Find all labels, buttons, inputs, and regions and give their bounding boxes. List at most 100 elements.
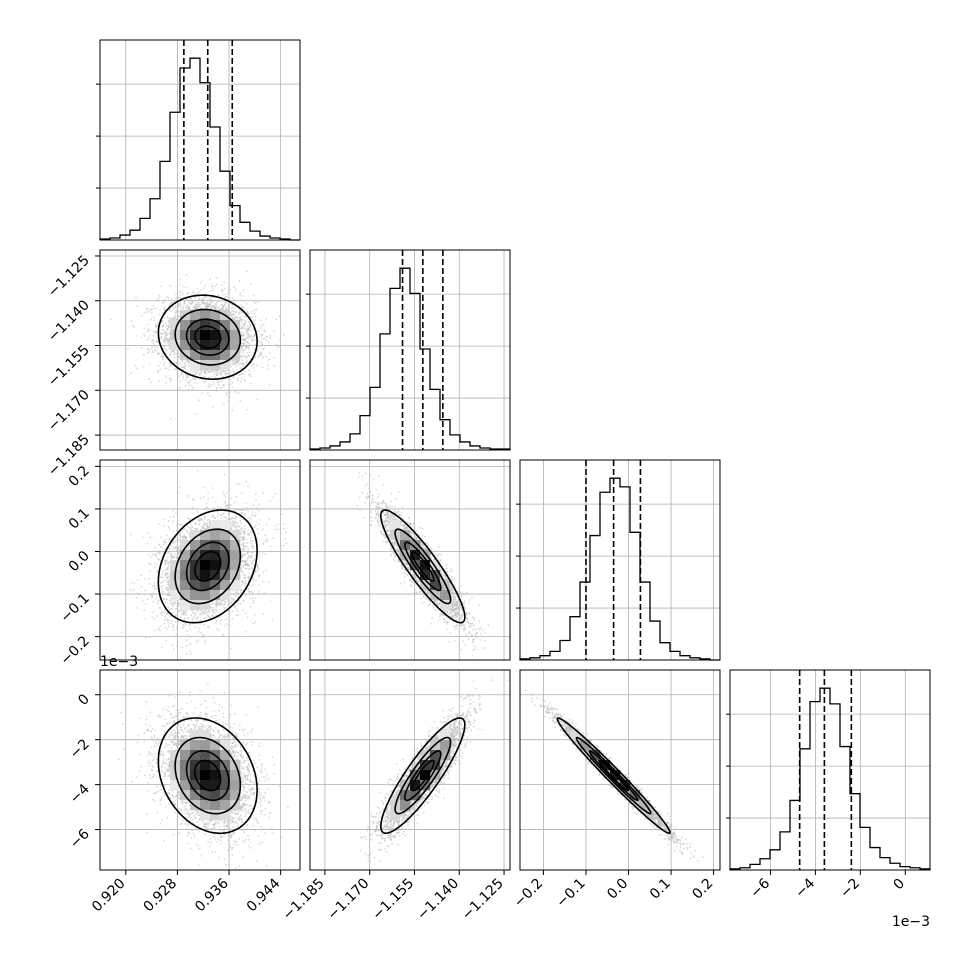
sample-point [247, 485, 250, 487]
sample-point [223, 287, 226, 290]
sample-point [246, 325, 249, 327]
sample-point [252, 327, 255, 330]
sample-point [164, 375, 167, 378]
sample-point [187, 376, 190, 378]
sample-point [265, 339, 268, 342]
sample-point [152, 316, 155, 319]
sample-point [224, 301, 227, 303]
sample-point [162, 329, 165, 332]
sample-point [184, 373, 187, 376]
sample-point [225, 507, 228, 510]
sample-point [168, 365, 171, 368]
sample-point [204, 303, 207, 306]
density-cell [200, 330, 211, 341]
sample-point [135, 296, 137, 299]
sample-point [194, 373, 197, 376]
sample-point [179, 283, 182, 286]
sample-point [181, 529, 184, 532]
sample-point [179, 305, 182, 308]
sample-point [188, 526, 191, 529]
sample-point [211, 405, 214, 408]
sample-point [193, 306, 196, 309]
sample-point [248, 351, 251, 354]
sample-point [165, 367, 168, 370]
sample-point [151, 351, 154, 353]
sample-point [163, 362, 166, 364]
sample-point [198, 303, 200, 306]
sample-point [241, 389, 244, 391]
sample-point [243, 349, 245, 351]
sample-point [254, 339, 256, 341]
sample-point [241, 528, 243, 530]
sample-point [239, 310, 242, 312]
sample-point [232, 286, 235, 289]
sample-point [208, 395, 211, 397]
sample-point [246, 557, 249, 560]
sample-point [198, 399, 201, 401]
sample-point [157, 371, 159, 373]
sample-point [191, 388, 193, 391]
sample-point [254, 356, 257, 359]
sample-point [252, 504, 255, 507]
sample-point [239, 367, 242, 370]
sample-point [230, 312, 233, 314]
sample-point [170, 615, 172, 618]
sample-point [262, 348, 264, 351]
sample-point [278, 345, 281, 347]
sample-point [132, 589, 135, 591]
histogram-panel-2 [516, 459, 721, 661]
density-cell [200, 340, 211, 351]
sample-point [225, 505, 228, 507]
sample-point [248, 321, 250, 324]
sample-point [183, 625, 186, 628]
sample-point [136, 607, 139, 609]
sample-point [210, 305, 213, 308]
sample-point [201, 279, 203, 281]
sample-point [217, 307, 220, 310]
sample-point [150, 318, 153, 321]
sample-point [229, 370, 232, 373]
sample-point [229, 378, 232, 381]
sample-point [165, 333, 167, 336]
sample-point [159, 309, 162, 312]
sample-point [181, 371, 183, 374]
sample-point [225, 307, 227, 309]
sample-point [240, 350, 242, 352]
sample-point [201, 392, 204, 395]
sample-point [246, 312, 249, 315]
sample-point [169, 622, 172, 625]
sample-point [177, 620, 179, 623]
sample-point [200, 369, 203, 372]
sample-point [215, 277, 218, 279]
sample-point [156, 298, 159, 301]
sample-point [192, 373, 195, 376]
sample-point [187, 307, 190, 309]
sample-point [228, 396, 231, 398]
sample-point [120, 631, 123, 634]
sample-point [248, 373, 250, 376]
panel-frame [519, 459, 721, 661]
sample-point [215, 283, 218, 286]
sample-point [205, 502, 208, 505]
sample-point [252, 601, 255, 604]
density-cell [230, 340, 241, 351]
sample-point [165, 325, 168, 327]
sample-point [161, 353, 163, 356]
sample-point [164, 299, 166, 301]
sample-point [243, 550, 245, 552]
sample-point [195, 307, 197, 310]
sample-point [184, 361, 187, 364]
sample-point [242, 335, 245, 337]
sample-point [195, 299, 198, 302]
sample-point [248, 369, 251, 372]
sample-point [233, 376, 235, 378]
sample-point [148, 310, 150, 313]
sample-point [232, 299, 235, 302]
sample-point [226, 372, 229, 375]
sample-point [203, 496, 205, 498]
sample-point [250, 336, 252, 339]
sample-point [222, 304, 225, 307]
sample-point [176, 554, 179, 557]
sample-point [247, 334, 250, 337]
sample-point [203, 518, 206, 520]
